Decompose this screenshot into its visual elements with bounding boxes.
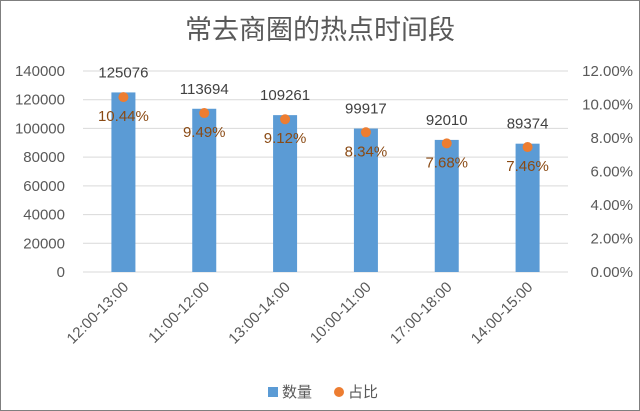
left-tick-label: 80000: [23, 149, 65, 166]
right-tick-label: 12.00%: [582, 63, 633, 80]
marker-value-label: 10.44%: [98, 108, 149, 125]
category-label: 14:00-15:00: [468, 279, 537, 348]
marker-value-label: 9.49%: [183, 124, 226, 141]
left-tick-label: 0: [57, 264, 65, 281]
bar-value-labels: 125076 113694 109261 99917 92010 89374: [98, 64, 548, 132]
left-tick-label: 100000: [15, 120, 65, 137]
marker-point: [199, 108, 210, 119]
category-label: 12:00-13:00: [64, 279, 133, 348]
bar: [273, 115, 298, 273]
bar: [111, 92, 136, 272]
chart-title: 常去商圈的热点时间段: [185, 15, 455, 46]
marker-value-label: 7.68%: [425, 154, 468, 171]
left-tick-label: 60000: [23, 178, 65, 195]
gridlines: [83, 70, 568, 273]
right-tick-label: 4.00%: [590, 197, 633, 214]
left-tick-label: 20000: [23, 235, 65, 252]
marker-series: [118, 92, 533, 153]
category-label: 10:00-11:00: [307, 279, 375, 347]
category-label: 13:00-14:00: [225, 279, 294, 348]
legend-marker-label: 占比: [348, 383, 378, 401]
right-tick-label: 6.00%: [590, 164, 633, 181]
left-tick-label: 120000: [15, 92, 65, 109]
bar-value-label: 92010: [426, 112, 468, 129]
left-axis: 0 20000 40000 60000 80000 100000 120000 140000: [15, 63, 65, 281]
bar-value-label: 125076: [98, 64, 148, 81]
marker-point: [522, 142, 533, 153]
left-tick-label: 40000: [23, 207, 65, 224]
right-tick-label: 2.00%: [590, 231, 633, 248]
bar-value-label: 109261: [260, 87, 310, 104]
marker-point: [360, 127, 371, 138]
right-tick-label: 8.00%: [590, 130, 633, 147]
marker-point: [118, 92, 129, 103]
right-tick-label: 10.00%: [582, 97, 633, 114]
bar: [434, 139, 459, 272]
bar: [353, 128, 378, 272]
right-axis: 0.00% 2.00% 4.00% 6.00% 8.00% 10.00% 12.00%: [582, 63, 633, 281]
legend-bar-label: 数量: [282, 383, 312, 401]
marker-value-label: 8.34%: [345, 143, 388, 160]
right-tick-label: 0.00%: [590, 264, 633, 281]
marker-point: [280, 114, 291, 125]
legend-marker-swatch: [334, 387, 344, 397]
bar: [515, 143, 540, 272]
category-label: 11:00-12:00: [145, 279, 213, 347]
left-tick-label: 140000: [15, 63, 65, 80]
marker-value-labels: 10.44% 9.49% 9.12% 8.34% 7.68% 7.46%: [98, 108, 549, 175]
x-axis: 12:00-13:00 11:00-12:00 13:00-14:00 10:00-1…: [64, 279, 537, 348]
legend: 数量 占比: [268, 383, 378, 401]
bar-value-label: 99917: [345, 101, 387, 118]
bar-value-label: 113694: [180, 81, 229, 98]
category-label: 17:00-18:00: [387, 279, 456, 348]
marker-point: [441, 138, 452, 149]
bar-series: [111, 92, 540, 273]
bar-value-label: 89374: [507, 116, 549, 133]
marker-value-label: 9.12%: [264, 130, 307, 147]
legend-bar-swatch: [268, 387, 278, 397]
marker-value-label: 7.46%: [506, 158, 549, 175]
bar: [192, 108, 217, 272]
